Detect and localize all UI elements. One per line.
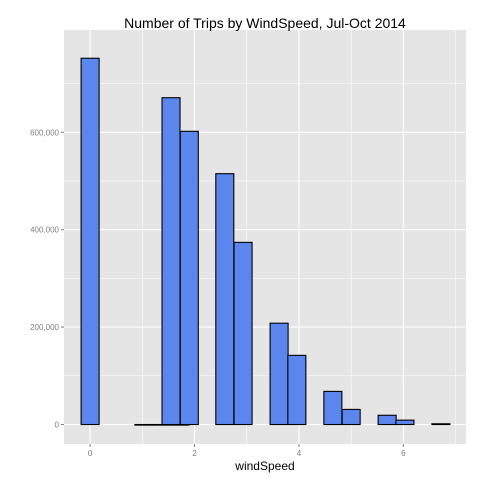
histogram-bar bbox=[134, 423, 154, 426]
histogram-bar bbox=[233, 241, 253, 426]
histogram-bar bbox=[377, 414, 397, 426]
x-axis-ticks: 0 2 4 6 bbox=[88, 444, 406, 458]
chart-title: Number of Trips by WindSpeed, Jul-Oct 20… bbox=[124, 15, 406, 31]
y-tick-label: 400,000 bbox=[30, 226, 59, 235]
y-axis-ticks: 0 200,000 400,000 600,000 bbox=[30, 128, 64, 430]
x-tick-label: 0 bbox=[88, 449, 93, 458]
histogram-bar bbox=[431, 423, 451, 426]
histogram-bar bbox=[341, 408, 361, 426]
chart-panel bbox=[64, 30, 466, 444]
y-tick-label: 600,000 bbox=[30, 128, 59, 137]
minor-gridlines bbox=[64, 30, 466, 444]
histogram-bar bbox=[161, 97, 181, 426]
x-tick-label: 4 bbox=[297, 449, 302, 458]
x-tick-label: 6 bbox=[401, 449, 406, 458]
histogram-bar bbox=[179, 130, 199, 426]
histogram-bar bbox=[269, 322, 289, 426]
y-tick-label: 200,000 bbox=[30, 323, 59, 332]
x-tick-label: 2 bbox=[192, 449, 197, 458]
histogram-bar bbox=[395, 419, 415, 426]
x-axis-title: windSpeed bbox=[234, 459, 294, 473]
histogram-bar bbox=[80, 57, 100, 426]
y-tick-label: 0 bbox=[55, 421, 60, 430]
histogram-bar bbox=[287, 354, 307, 426]
histogram-bar bbox=[323, 390, 343, 426]
histogram-bar bbox=[215, 173, 235, 426]
histogram-bars bbox=[80, 57, 451, 426]
